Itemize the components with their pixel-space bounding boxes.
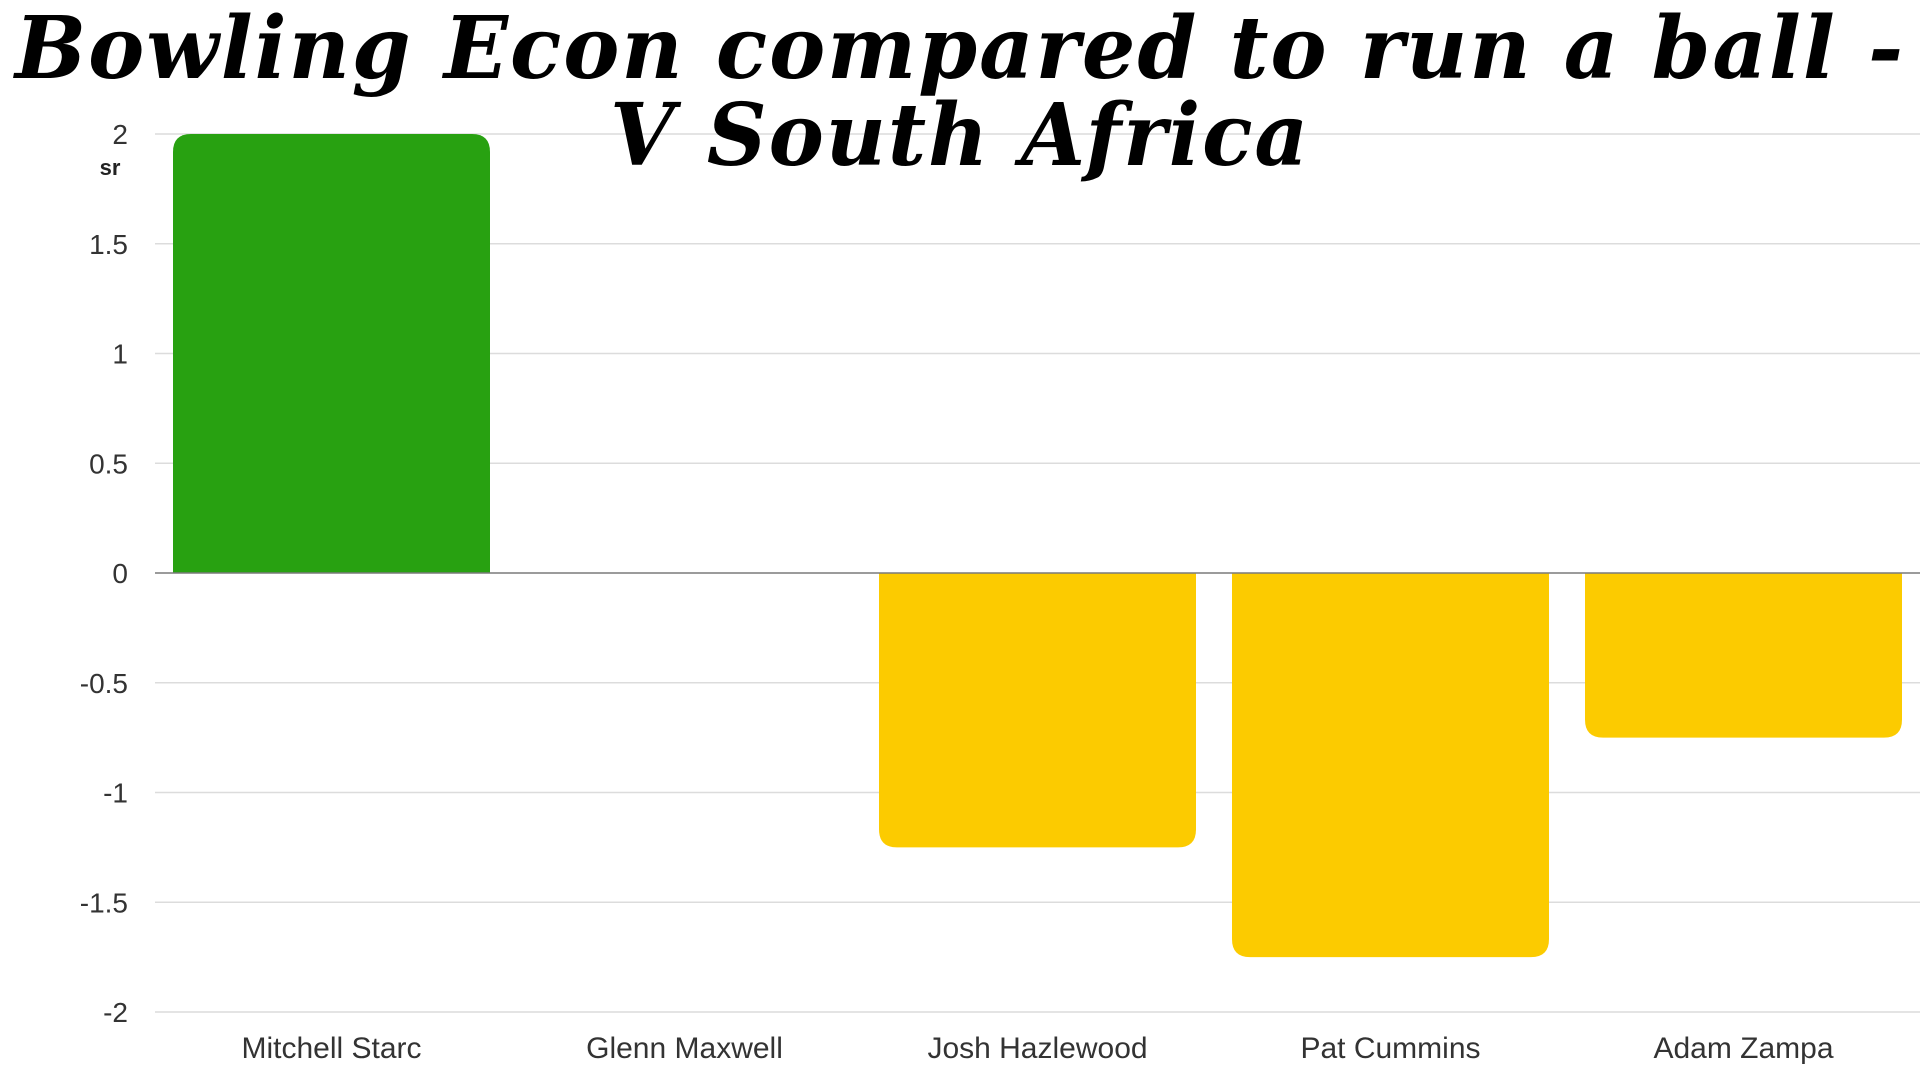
y-tick-label: 0.5 (89, 448, 128, 479)
y-axis-label: sr (100, 155, 121, 180)
y-tick-label: -2 (103, 997, 128, 1028)
y-tick-label: -0.5 (80, 668, 128, 699)
x-tick-label: Mitchell Starc (241, 1032, 421, 1065)
y-tick-label: 0 (112, 558, 128, 589)
x-tick-label: Adam Zampa (1653, 1032, 1833, 1065)
x-tick-label: Pat Cummins (1300, 1032, 1480, 1065)
bar-mitchell-starc (173, 134, 490, 573)
y-tick-label: 2 (112, 119, 128, 150)
y-tick-label: 1.5 (89, 229, 128, 260)
x-axis-ticks: Mitchell Starc Glenn Maxwell Josh Hazlewoo… (241, 1032, 1833, 1065)
bar-josh-hazlewood (879, 573, 1196, 848)
chart-title-line-2: V South Africa (610, 85, 1310, 186)
chart-title-line-1: Bowling Econ compared to run a ball - (12, 0, 1905, 99)
x-tick-label: Glenn Maxwell (586, 1032, 783, 1065)
bar-adam-zampa (1585, 573, 1902, 738)
y-tick-label: -1.5 (80, 887, 128, 918)
bars (173, 134, 1902, 958)
bar-pat-cummins (1232, 573, 1549, 958)
y-axis-ticks: 2 1.5 1 0.5 0 -0.5 -1 -1.5 -2 (80, 119, 128, 1028)
y-tick-label: -1 (103, 778, 128, 809)
x-tick-label: Josh Hazlewood (927, 1032, 1147, 1065)
chart-title: Bowling Econ compared to run a ball - V … (12, 0, 1905, 186)
y-tick-label: 1 (112, 339, 128, 370)
